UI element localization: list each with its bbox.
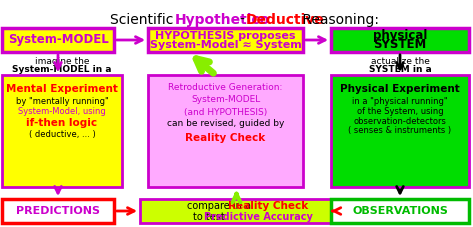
Text: HYPOTHESIS proposes: HYPOTHESIS proposes — [155, 31, 296, 41]
Text: Predictive Accuracy: Predictive Accuracy — [204, 212, 313, 222]
Text: System-Model ≈ System: System-Model ≈ System — [149, 40, 301, 50]
Text: Hypothetico: Hypothetico — [175, 13, 270, 27]
Text: ( senses & instruments ): ( senses & instruments ) — [349, 126, 452, 136]
Text: -: - — [239, 13, 245, 27]
FancyBboxPatch shape — [2, 75, 122, 187]
Text: physical: physical — [373, 30, 427, 42]
FancyBboxPatch shape — [331, 28, 469, 52]
Text: ( deductive, ... ): ( deductive, ... ) — [29, 129, 96, 138]
FancyBboxPatch shape — [140, 199, 333, 223]
Text: System-MODEL in a: System-MODEL in a — [12, 66, 112, 74]
Text: actualize the: actualize the — [370, 57, 429, 66]
Text: Retroductive Generation:: Retroductive Generation: — [168, 84, 283, 92]
Text: in a "physical running": in a "physical running" — [352, 96, 448, 106]
Text: if-then logic: if-then logic — [26, 118, 97, 128]
Text: can be revised, guided by: can be revised, guided by — [167, 119, 284, 128]
Text: System-Model, using: System-Model, using — [18, 106, 106, 116]
Text: Reasoning:: Reasoning: — [298, 13, 379, 27]
FancyBboxPatch shape — [148, 75, 303, 187]
Text: (and HYPOTHESIS): (and HYPOTHESIS) — [184, 108, 267, 116]
FancyBboxPatch shape — [331, 199, 469, 223]
Text: Reality Check: Reality Check — [228, 201, 308, 211]
Text: observation-detectors: observation-detectors — [353, 116, 447, 126]
Text: System-MODEL: System-MODEL — [8, 34, 108, 47]
FancyBboxPatch shape — [331, 75, 469, 187]
FancyBboxPatch shape — [148, 28, 303, 52]
Text: Reality Check: Reality Check — [185, 133, 266, 143]
Text: PREDICTIONS: PREDICTIONS — [16, 206, 100, 216]
Text: OBSERVATIONS: OBSERVATIONS — [352, 206, 448, 216]
Text: compare in a: compare in a — [186, 201, 251, 211]
Text: SYSTEM in a: SYSTEM in a — [368, 66, 431, 74]
Text: SYSTEM: SYSTEM — [373, 39, 427, 52]
Text: Deductive: Deductive — [245, 13, 324, 27]
Text: by "mentally running": by "mentally running" — [16, 96, 108, 106]
Text: Scientific: Scientific — [110, 13, 177, 27]
FancyBboxPatch shape — [2, 199, 114, 223]
Text: to test: to test — [193, 212, 224, 222]
Text: Physical Experiment: Physical Experiment — [340, 84, 460, 94]
Text: of the System, using: of the System, using — [357, 106, 443, 116]
Text: imagine the: imagine the — [35, 57, 89, 66]
Text: Mental Experiment: Mental Experiment — [6, 84, 118, 94]
Text: System-MODEL: System-MODEL — [191, 96, 260, 104]
FancyBboxPatch shape — [2, 28, 114, 52]
